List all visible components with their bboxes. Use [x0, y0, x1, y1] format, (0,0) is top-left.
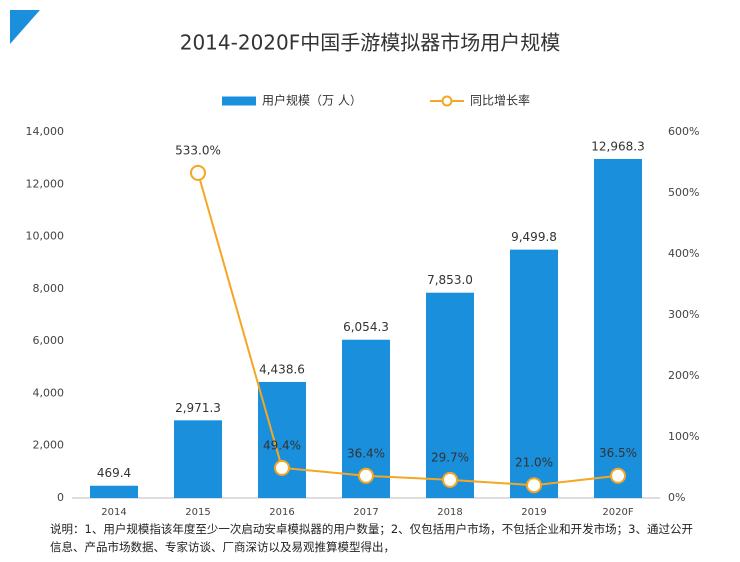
x-tick-label: 2020F — [602, 507, 633, 515]
x-tick-label: 2019 — [521, 507, 546, 515]
y2-tick-label: 500% — [668, 186, 699, 199]
y-tick-label: 6,000 — [33, 334, 65, 347]
y-tick-label: 10,000 — [26, 230, 65, 243]
y-tick-label: 14,000 — [26, 125, 65, 138]
line-point — [610, 467, 626, 484]
x-tick-label: 2015 — [185, 507, 210, 515]
bar — [426, 292, 474, 498]
x-tick-label: 2017 — [353, 507, 378, 515]
y2-tick-label: 0% — [668, 491, 685, 504]
legend-label: 同比增长率 — [470, 93, 530, 108]
legend-swatch — [441, 95, 453, 107]
line-point — [274, 459, 290, 476]
y-tick-label: 2,000 — [33, 439, 65, 452]
line-point — [358, 467, 374, 484]
bar — [90, 485, 138, 498]
bar-value-label: 7,853.0 — [427, 273, 473, 287]
bar-value-label: 469.4 — [97, 466, 131, 480]
line-point — [526, 477, 542, 494]
line-point — [190, 164, 206, 181]
chart: 2014-2020F中国手游模拟器市场用户规模 0 2,000 4,000 6,000… — [10, 10, 699, 515]
legend-swatch — [222, 96, 256, 106]
line-point — [442, 471, 458, 488]
y-tick-label: 0 — [57, 491, 64, 504]
y2-tick-label: 400% — [668, 247, 699, 260]
bar-value-label: 6,054.3 — [343, 320, 389, 334]
bar-value-label: 4,438.6 — [259, 362, 305, 376]
bar — [594, 158, 642, 498]
bar-value-label: 12,968.3 — [591, 139, 644, 153]
line-value-label: 49.4% — [263, 438, 301, 452]
line — [197, 172, 619, 487]
legend-label: 用户规模（万 人） — [262, 93, 362, 108]
line-value-label: 29.7% — [431, 450, 469, 464]
y2-tick-label: 200% — [668, 369, 699, 382]
x-tick-label: 2016 — [269, 507, 294, 515]
y-tick-label: 12,000 — [26, 177, 65, 190]
y2-tick-label: 100% — [668, 430, 699, 443]
y2-tick-label: 300% — [668, 308, 699, 321]
line-value-label: 36.4% — [347, 446, 385, 460]
bar — [174, 420, 222, 498]
bar-value-label: 2,971.3 — [175, 401, 221, 415]
y2-tick-label: 600% — [668, 125, 699, 138]
y-tick-label: 8,000 — [33, 282, 65, 295]
line-value-label: 533.0% — [175, 143, 221, 157]
bar — [510, 249, 558, 498]
x-tick-label: 2018 — [437, 507, 462, 515]
bar — [258, 381, 306, 498]
line-value-label: 36.5% — [599, 446, 637, 460]
bar-value-label: 9,499.8 — [511, 230, 557, 244]
corner-mark — [10, 10, 40, 44]
note: 说明：1、用户规模指该年度至少一次启动安卓模拟器的用户数量；2、仅包括用户市场，… — [50, 522, 693, 554]
y-tick-label: 4,000 — [33, 386, 65, 399]
x-tick-label: 2014 — [101, 507, 126, 515]
chart-title: 2014-2020F中国手游模拟器市场用户规模 — [180, 31, 561, 55]
line-value-label: 21.0% — [515, 456, 553, 470]
